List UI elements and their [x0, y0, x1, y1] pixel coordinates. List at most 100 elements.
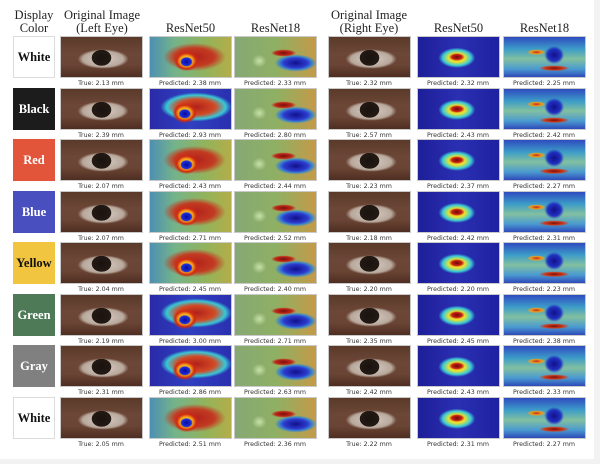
left-resnet50-heatmap: [149, 242, 232, 284]
right-true-caption: True: 2.22 mm: [346, 441, 392, 448]
header-right-original-line2: (Right Eye): [339, 21, 399, 35]
header-display-line1: Display: [14, 8, 54, 22]
right-resnet18-heatmap: [503, 88, 586, 130]
color-swatch-label: Gray: [20, 358, 48, 373]
header-left-original-line2: (Left Eye): [76, 21, 128, 35]
right-eye-image: [328, 88, 411, 130]
right-resnet18-caption: Predicted: 2.42 mm: [513, 132, 575, 139]
color-swatch: Gray: [13, 345, 55, 387]
right-resnet18-heatmap: [503, 139, 586, 181]
left-resnet50-caption: Predicted: 2.71 mm: [159, 235, 221, 242]
right-resnet18-caption: Predicted: 2.23 mm: [513, 286, 575, 293]
left-resnet18-caption: Predicted: 2.33 mm: [244, 80, 306, 87]
left-resnet18-heatmap: [234, 345, 317, 387]
color-swatch: White: [13, 397, 55, 439]
right-resnet18-caption: Predicted: 2.25 mm: [513, 80, 575, 87]
left-resnet50-caption: Predicted: 2.86 mm: [159, 389, 221, 396]
right-true-caption: True: 2.18 mm: [346, 235, 392, 242]
header-display-line2: Color: [19, 21, 49, 35]
right-true-caption: True: 2.23 mm: [346, 183, 392, 190]
left-resnet50-caption: Predicted: 2.43 mm: [159, 183, 221, 190]
color-swatch-label: Black: [18, 101, 50, 116]
right-resnet50-heatmap: [417, 242, 500, 284]
left-resnet18-caption: Predicted: 2.63 mm: [244, 389, 306, 396]
header-left-resnet50: ResNet50: [165, 21, 216, 35]
right-resnet18-caption: Predicted: 2.27 mm: [513, 183, 575, 190]
right-resnet18-heatmap: [503, 242, 586, 284]
right-resnet18-heatmap: [503, 397, 586, 439]
right-resnet50-heatmap: [417, 397, 500, 439]
header-right-original-line1: Original Image: [330, 8, 407, 22]
left-true-caption: True: 2.07 mm: [78, 183, 124, 190]
left-resnet18-caption: Predicted: 2.71 mm: [244, 338, 306, 345]
left-resnet50-caption: Predicted: 3.00 mm: [159, 338, 221, 345]
right-resnet50-caption: Predicted: 2.42 mm: [427, 235, 489, 242]
right-resnet50-heatmap: [417, 139, 500, 181]
right-resnet50-heatmap: [417, 88, 500, 130]
left-resnet18-caption: Predicted: 2.36 mm: [244, 441, 306, 448]
left-true-caption: True: 2.04 mm: [78, 286, 124, 293]
right-resnet18-heatmap: [503, 36, 586, 78]
right-eye-image: [328, 242, 411, 284]
header-left-original-line1: Original Image: [63, 8, 140, 22]
right-eye-image: [328, 294, 411, 336]
color-swatch-label: Yellow: [16, 255, 52, 270]
color-swatch-label: Blue: [21, 204, 47, 219]
right-resnet18-heatmap: [503, 191, 586, 233]
left-eye-image: [60, 139, 143, 181]
right-eye-image: [328, 191, 411, 233]
right-resnet50-caption: Predicted: 2.37 mm: [427, 183, 489, 190]
left-resnet18-heatmap: [234, 397, 317, 439]
left-eye-image: [60, 242, 143, 284]
color-swatch: Red: [13, 139, 55, 181]
right-true-caption: True: 2.20 mm: [346, 286, 392, 293]
right-resnet50-caption: Predicted: 2.20 mm: [427, 286, 489, 293]
left-eye-image: [60, 345, 143, 387]
header-display-color: Display Color: [4, 9, 64, 35]
left-resnet50-heatmap: [149, 294, 232, 336]
left-true-caption: True: 2.13 mm: [78, 80, 124, 87]
right-true-caption: True: 2.32 mm: [346, 80, 392, 87]
color-swatch-label: White: [17, 49, 51, 64]
right-resnet50-heatmap: [417, 191, 500, 233]
right-eye-image: [328, 397, 411, 439]
right-eye-image: [328, 36, 411, 78]
right-resnet50-heatmap: [417, 294, 500, 336]
left-true-caption: True: 2.19 mm: [78, 338, 124, 345]
left-resnet18-heatmap: [234, 191, 317, 233]
left-resnet50-caption: Predicted: 2.51 mm: [159, 441, 221, 448]
right-true-caption: True: 2.42 mm: [346, 389, 392, 396]
color-swatch: White: [13, 36, 55, 78]
color-swatch-label: Green: [17, 307, 51, 322]
right-eye-image: [328, 139, 411, 181]
left-resnet18-heatmap: [234, 88, 317, 130]
left-resnet50-heatmap: [149, 139, 232, 181]
left-eye-image: [60, 88, 143, 130]
left-resnet18-heatmap: [234, 242, 317, 284]
header-right-resnet50: ResNet50: [433, 21, 484, 35]
left-eye-image: [60, 294, 143, 336]
right-true-caption: True: 2.57 mm: [346, 132, 392, 139]
left-resnet50-heatmap: [149, 88, 232, 130]
left-resnet18-heatmap: [234, 36, 317, 78]
right-resnet18-caption: Predicted: 2.33 mm: [513, 389, 575, 396]
left-resnet18-caption: Predicted: 2.52 mm: [244, 235, 306, 242]
color-swatch: Blue: [13, 191, 55, 233]
color-swatch-label: White: [17, 410, 51, 425]
right-resnet50-caption: Predicted: 2.43 mm: [427, 389, 489, 396]
left-resnet18-heatmap: [234, 139, 317, 181]
left-resnet18-caption: Predicted: 2.80 mm: [244, 132, 306, 139]
left-resnet18-caption: Predicted: 2.44 mm: [244, 183, 306, 190]
header-right-resnet18: ResNet18: [519, 21, 570, 35]
right-resnet18-heatmap: [503, 294, 586, 336]
left-eye-image: [60, 36, 143, 78]
left-true-caption: True: 2.07 mm: [78, 235, 124, 242]
left-resnet50-heatmap: [149, 345, 232, 387]
left-resnet50-caption: Predicted: 2.93 mm: [159, 132, 221, 139]
left-resnet50-heatmap: [149, 36, 232, 78]
left-resnet50-caption: Predicted: 2.45 mm: [159, 286, 221, 293]
left-resnet50-caption: Predicted: 2.38 mm: [159, 80, 221, 87]
left-resnet50-heatmap: [149, 191, 232, 233]
left-resnet18-caption: Predicted: 2.40 mm: [244, 286, 306, 293]
header-left-original: Original Image (Left Eye): [52, 9, 152, 35]
